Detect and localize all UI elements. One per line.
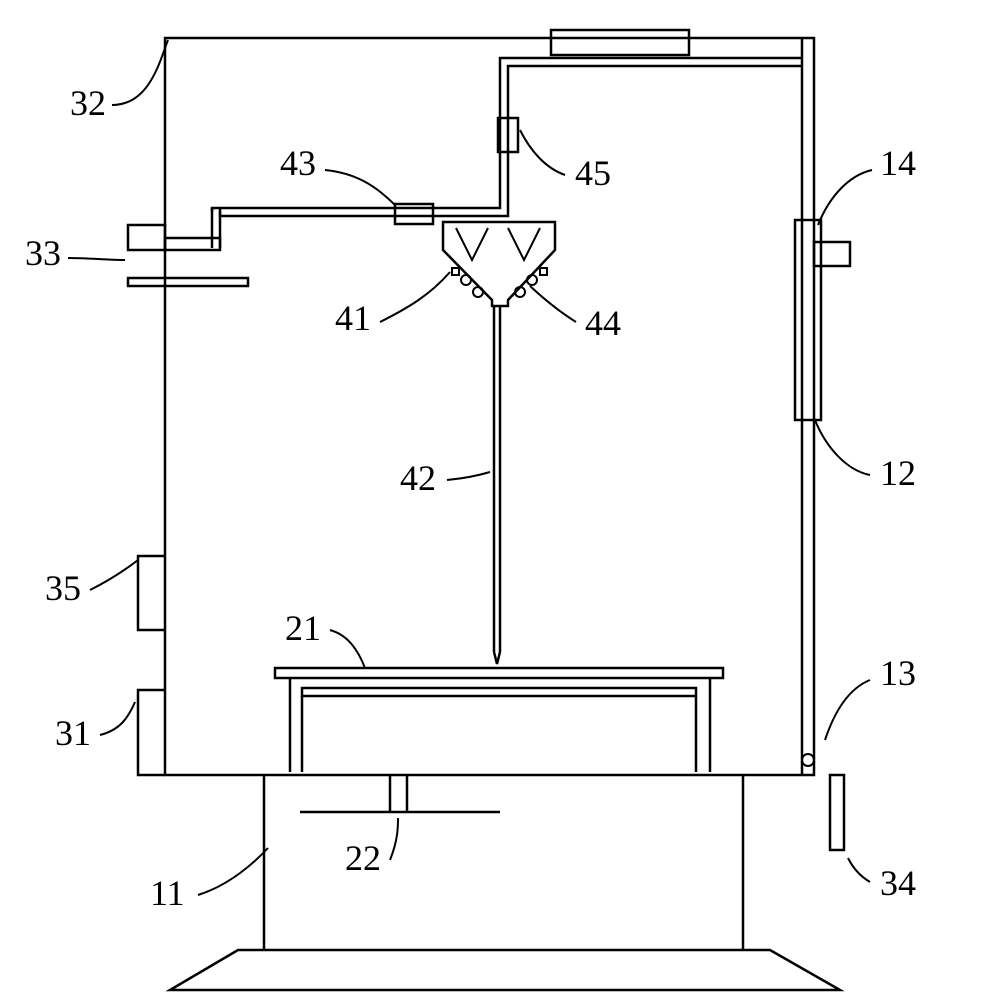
label-45: 45 xyxy=(575,153,611,193)
label-32: 32 xyxy=(70,83,106,123)
leader-42 xyxy=(447,472,490,480)
leader-33 xyxy=(68,258,125,260)
leader-44 xyxy=(530,286,576,322)
label-31: 31 xyxy=(55,713,91,753)
label-41: 41 xyxy=(335,298,371,338)
leader-11 xyxy=(198,848,268,895)
leader-34 xyxy=(848,858,870,882)
label-11: 11 xyxy=(150,873,185,913)
leader-35 xyxy=(90,560,138,590)
leader-22 xyxy=(390,818,398,860)
label-14: 14 xyxy=(880,143,916,183)
label-21: 21 xyxy=(285,608,321,648)
label-43: 43 xyxy=(280,143,316,183)
label-35: 35 xyxy=(45,568,81,608)
label-44: 44 xyxy=(585,303,621,343)
leader-12 xyxy=(815,420,870,475)
leader-13 xyxy=(825,680,870,740)
leader-31 xyxy=(100,702,135,735)
leader-43 xyxy=(325,170,395,205)
label-12: 12 xyxy=(880,453,916,493)
label-33: 33 xyxy=(25,233,61,273)
leader-32 xyxy=(112,40,168,105)
label-22: 22 xyxy=(345,838,381,878)
leader-45 xyxy=(520,130,565,175)
leader-14 xyxy=(818,170,872,225)
leader-21 xyxy=(330,630,365,668)
label-13: 13 xyxy=(880,653,916,693)
label-42: 42 xyxy=(400,458,436,498)
label-34: 34 xyxy=(880,863,916,903)
leader-41 xyxy=(380,272,450,322)
